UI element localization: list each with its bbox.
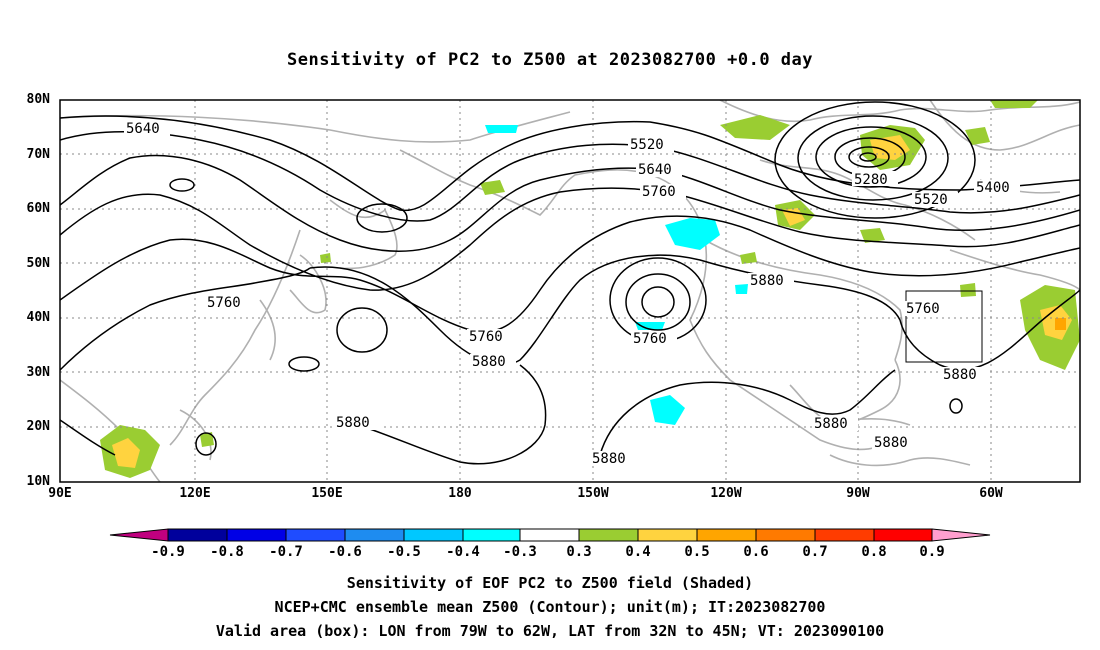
contour-label: 5760 [469,329,503,345]
contour-label: 5880 [336,415,370,431]
colorbar-bin [814,528,875,542]
colorbar-label: -0.3 [503,544,537,560]
lat-label-20n: 20N [26,419,50,434]
lat-label-30n: 30N [26,365,50,380]
contour-label: 5520 [630,137,664,153]
lon-label-180: 180 [448,486,472,501]
lat-label-80n: 80N [26,92,50,107]
lat-label-10n: 10N [26,474,50,489]
lon-label-150e: 150E [311,486,343,501]
colorbar-label: -0.9 [151,544,185,560]
colorbar-label: -0.7 [269,544,303,560]
colorbar-label: 0.7 [802,544,828,560]
contour-label: 5640 [126,121,160,137]
colorbar-label: 0.9 [919,544,945,560]
colorbar-label: -0.5 [387,544,421,560]
contour-label: 5880 [814,416,848,432]
colorbar-bin [578,528,639,542]
colorbar-label: 0.4 [625,544,651,560]
colorbar-label: 0.6 [743,544,769,560]
colorbar-low-arrow [109,528,169,542]
z500-contours [60,101,1080,465]
colorbar-label: 0.5 [684,544,710,560]
contour-label: 5880 [592,451,626,467]
contour-label: 5760 [642,184,676,200]
lon-label-120w: 120W [710,486,742,501]
colorbar-high-arrow [931,528,991,542]
sensitivity-shading [100,100,1080,478]
colorbar-label: -0.4 [446,544,480,560]
colorbar-bin [344,528,405,542]
lon-label-150w: 150W [577,486,609,501]
colorbar-label: -0.6 [328,544,362,560]
colorbar-bin [755,528,816,542]
lon-label-120e: 120E [179,486,211,501]
caption-shading: Sensitivity of EOF PC2 to Z500 field (Sh… [346,574,754,592]
colorbar [109,528,991,542]
contour-label: 5880 [472,354,506,370]
valid-area-box [905,290,983,363]
map-title: Sensitivity of PC2 to Z500 at 2023082700… [286,50,813,70]
contour-label: 5760 [633,331,667,347]
contour-labels: 5640 5520 5640 5760 5280 5400 5520 5760 … [124,121,1020,467]
contour-label: 5400 [976,180,1010,196]
colorbar-label: 0.3 [566,544,592,560]
lat-label-50n: 50N [26,256,50,271]
lon-label-60w: 60W [979,486,1003,501]
colorbar-bin [873,528,933,542]
contour-label: 5880 [750,273,784,289]
contour-label: 5880 [943,367,977,383]
caption-valid-area: Valid area (box): LON from 79W to 62W, L… [215,622,885,640]
lat-label-60n: 60N [26,201,50,216]
contour-label: 5760 [207,295,241,311]
colorbar-bin [285,528,346,542]
colorbar-bin [167,528,228,542]
contour-label: 5520 [914,192,948,208]
contour-label: 5760 [906,301,940,317]
colorbar-label: -0.8 [210,544,244,560]
contour-label: 5640 [638,162,672,178]
lat-label-70n: 70N [26,147,50,162]
colorbar-bin [403,528,464,542]
colorbar-bin [696,528,757,542]
colorbar-bin [226,528,287,542]
colorbar-bin [519,528,580,542]
lon-label-90w: 90W [846,486,870,501]
contour-label: 5880 [874,435,908,451]
map-frame [59,99,1081,483]
colorbar-bin [462,528,521,542]
colorbar-bin [637,528,698,542]
caption-contour: NCEP+CMC ensemble mean Z500 (Contour); u… [274,598,826,616]
colorbar-label: 0.8 [861,544,887,560]
lon-label-90e: 90E [48,486,72,501]
contour-label: 5280 [854,172,888,188]
lat-label-40n: 40N [26,310,50,325]
